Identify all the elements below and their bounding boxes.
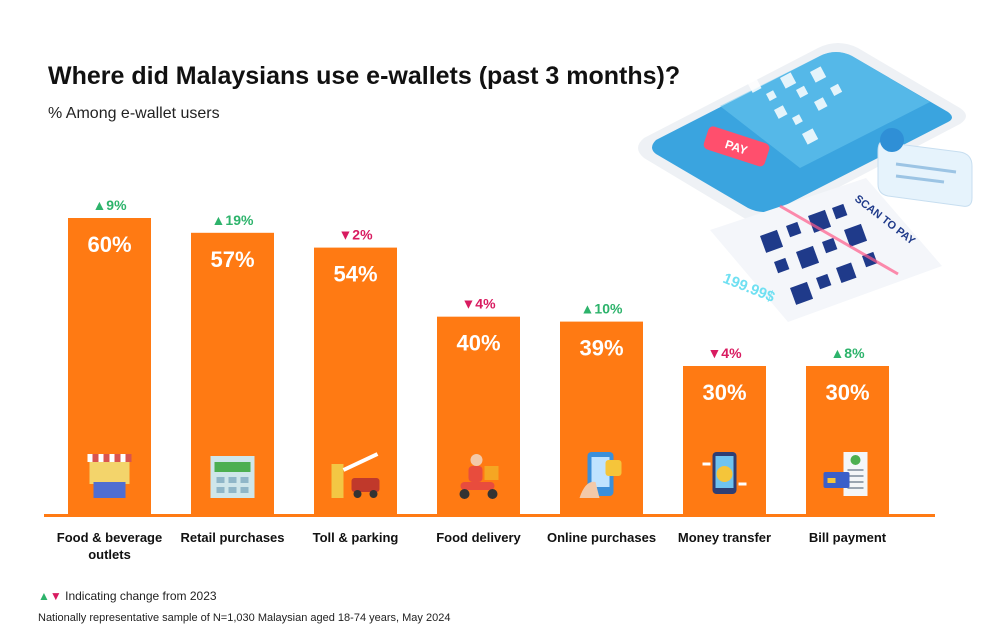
rider-head xyxy=(470,454,483,466)
car xyxy=(351,478,380,492)
hand xyxy=(579,481,600,498)
barrier xyxy=(342,452,379,472)
window xyxy=(240,487,249,493)
awning-stripe xyxy=(98,454,104,462)
bar-value-label: 39% xyxy=(579,336,623,361)
category-label: Food & beverage xyxy=(57,530,162,545)
phone-screen xyxy=(591,457,610,487)
bar-value-label: 60% xyxy=(87,232,131,257)
footnote: Nationally representative sample of N=1,… xyxy=(38,612,451,624)
toll-gate-icon xyxy=(331,452,380,498)
window xyxy=(240,477,249,483)
change-label: ▼4% xyxy=(461,296,496,312)
bar-value-label: 54% xyxy=(333,262,377,287)
legend-up-arrow-icon: ▲ xyxy=(38,589,50,603)
change-label: ▲8% xyxy=(830,345,865,361)
phone-icon: PAY xyxy=(638,43,966,223)
category-label: Money transfer xyxy=(678,530,771,545)
category-label: Retail purchases xyxy=(180,530,284,545)
awning-stripe xyxy=(109,454,115,462)
dollar-mark xyxy=(850,455,861,465)
category-label: outlets xyxy=(88,547,131,562)
scooter-body xyxy=(460,482,495,490)
pay-label: PAY xyxy=(723,137,749,157)
wheel xyxy=(369,490,378,498)
coin xyxy=(716,466,733,482)
category-label: Food delivery xyxy=(436,530,521,545)
wheel xyxy=(459,489,470,499)
category-label: Bill payment xyxy=(809,530,887,545)
mall-sign xyxy=(214,462,251,472)
chart-subtitle: % Among e-wallet users xyxy=(48,105,220,122)
card xyxy=(823,472,850,488)
window xyxy=(216,487,225,493)
window xyxy=(216,477,225,483)
awning-stripe xyxy=(87,454,93,462)
change-label: ▲19% xyxy=(212,212,254,228)
bar xyxy=(314,247,397,514)
delivery-scooter-icon xyxy=(459,454,499,499)
bar-value-label: 40% xyxy=(456,331,500,356)
change-label: ▲9% xyxy=(92,197,127,213)
delivery-box xyxy=(484,466,499,480)
window xyxy=(228,487,237,493)
bar-value-label: 57% xyxy=(210,247,254,272)
category-label: Toll & parking xyxy=(313,530,399,545)
legend: ▲▼ Indicating change from 2023 xyxy=(38,589,217,603)
chart-title: Where did Malaysians use e-wallets (past… xyxy=(48,62,681,90)
money-transfer-icon xyxy=(702,452,747,494)
bill-icon xyxy=(823,452,868,496)
receipt-qr-icon: SCAN TO PAY 199.99$ xyxy=(710,178,942,322)
storefront-icon xyxy=(87,454,132,498)
mall-icon xyxy=(210,456,255,498)
window xyxy=(228,477,237,483)
card-chip xyxy=(827,478,836,483)
stall-body xyxy=(89,462,130,484)
legend-text: Indicating change from 2023 xyxy=(65,589,217,603)
bar-value-label: 30% xyxy=(702,380,746,405)
booth xyxy=(331,464,344,498)
change-label: ▼2% xyxy=(338,227,373,243)
rider-body xyxy=(468,466,483,482)
category-label: Online purchases xyxy=(547,530,656,545)
bar-value-label: 30% xyxy=(825,380,869,405)
stall-counter xyxy=(93,482,126,498)
wheel xyxy=(487,489,498,499)
change-label: ▼4% xyxy=(707,345,742,361)
wheel xyxy=(353,490,362,498)
change-label: ▲10% xyxy=(581,301,623,317)
phone-qr-illustration: PAY SCAN TO PAY 199.99$ xyxy=(638,43,973,322)
legend-down-arrow-icon: ▼ xyxy=(49,589,62,603)
chat-bubble-icon xyxy=(877,128,973,207)
awning-stripe xyxy=(120,454,126,462)
mobile-shopping-icon xyxy=(579,452,622,498)
shopping-bag xyxy=(605,460,622,476)
